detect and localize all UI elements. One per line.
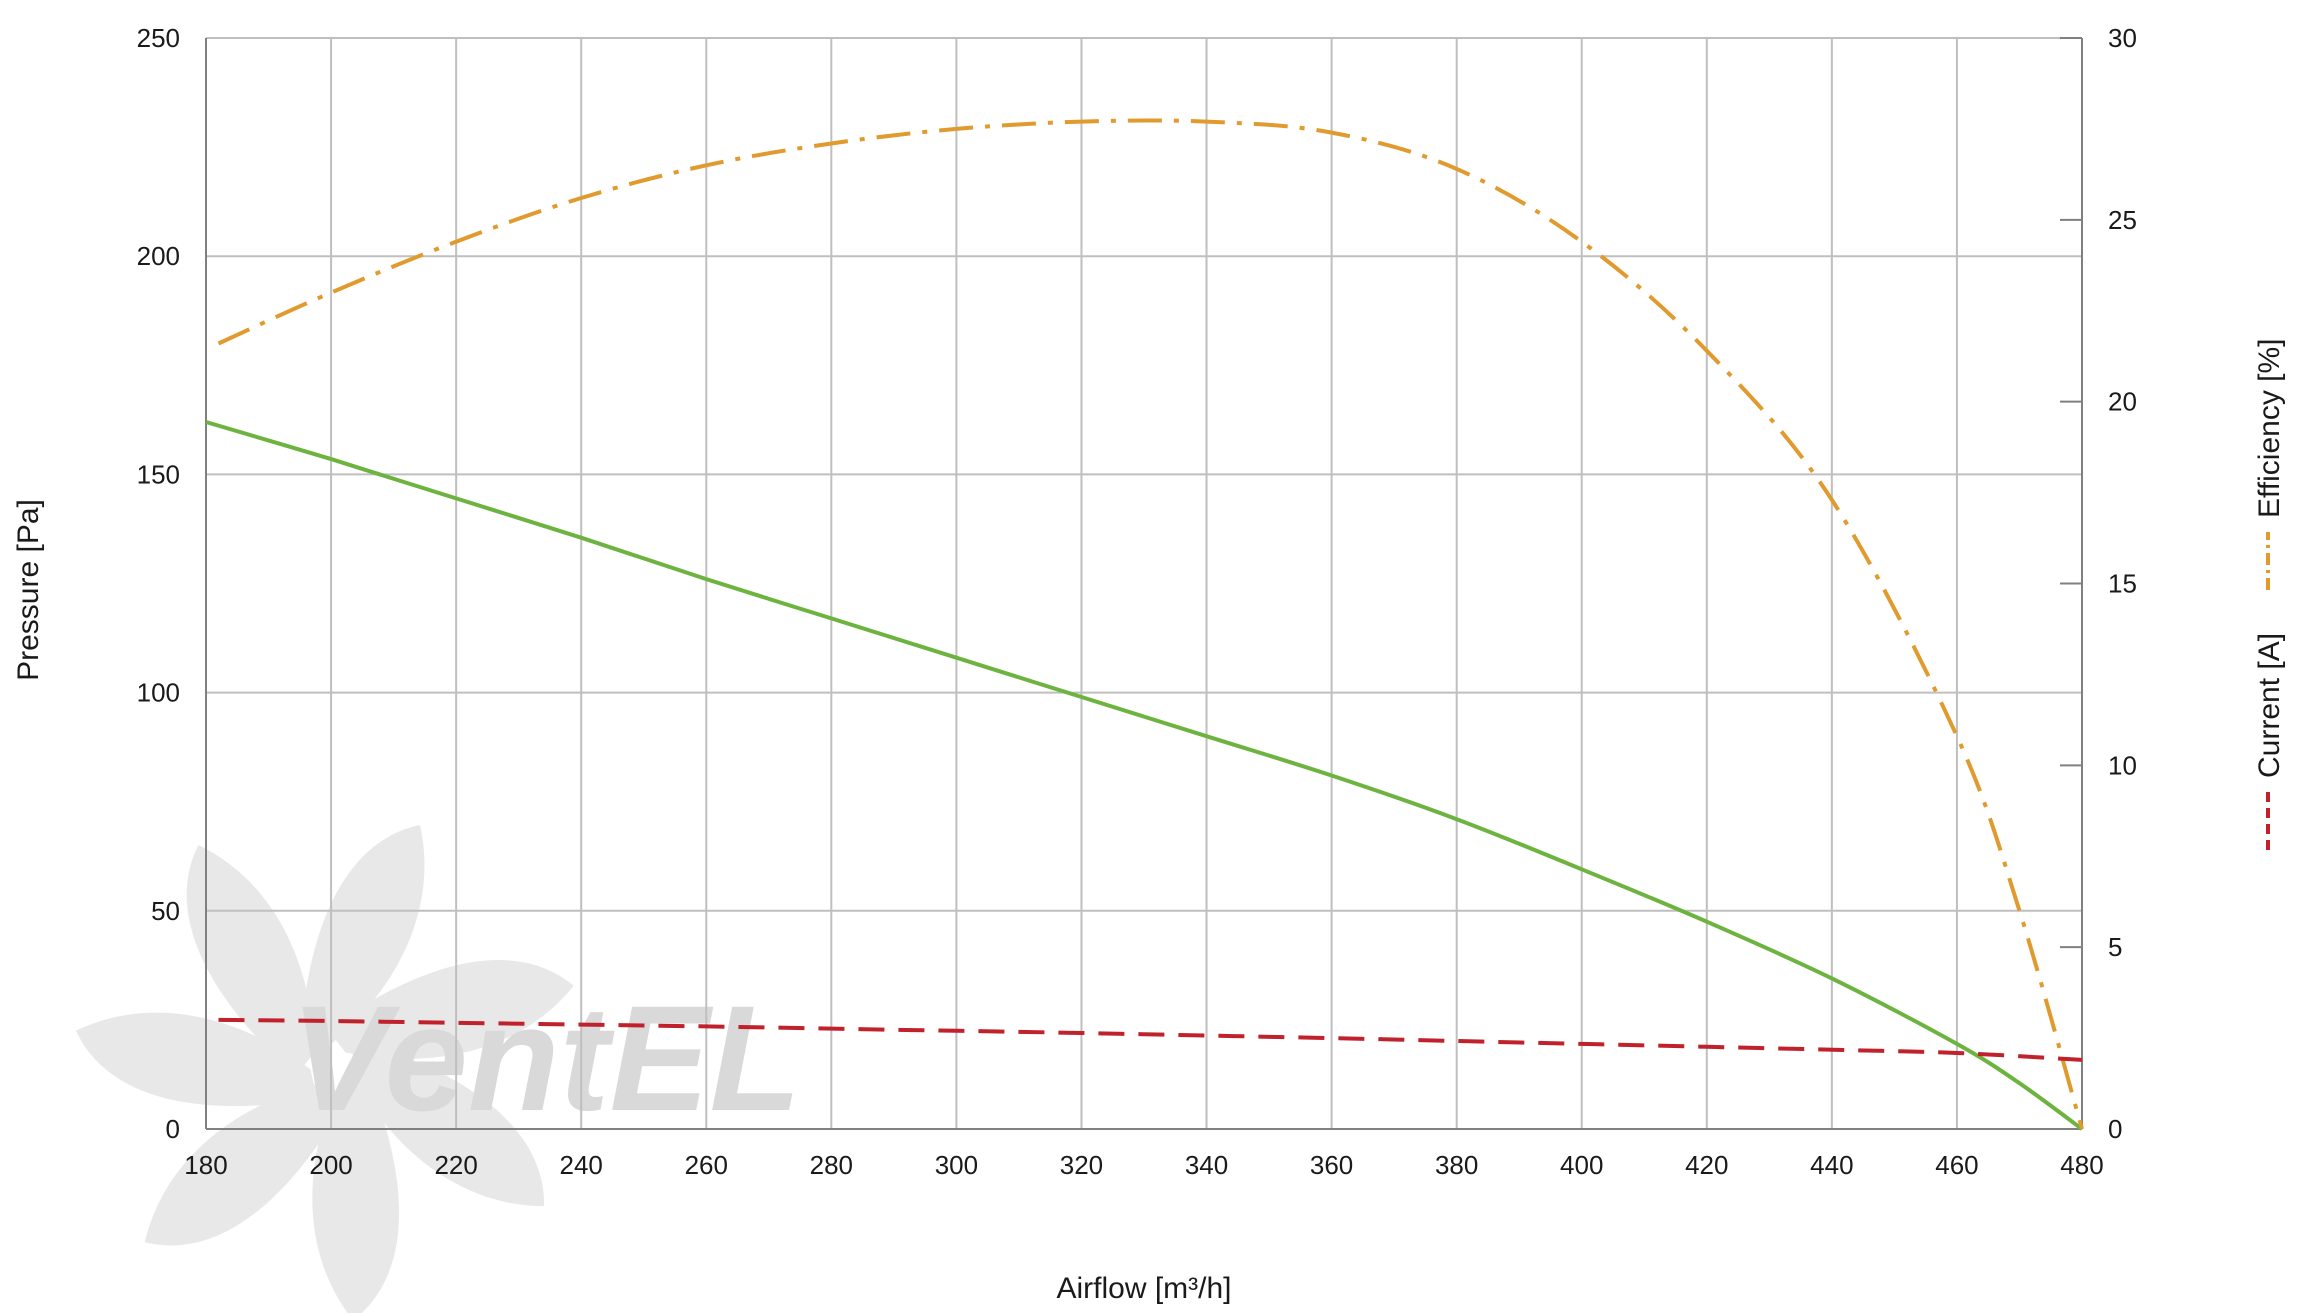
- x-tick-label: 200: [309, 1150, 352, 1180]
- x-tick-label: 300: [935, 1150, 978, 1180]
- fan-blade-watermark-icon: [75, 825, 574, 1313]
- y-tick-label: 0: [166, 1114, 180, 1144]
- legend: Efficiency [%] Current [A]: [2253, 338, 2286, 850]
- y-tick-label: 50: [151, 896, 180, 926]
- y2-axis-ticks: 0 5 10 15 20 25 30: [2060, 23, 2137, 1144]
- y2-tick-label: 5: [2108, 932, 2122, 962]
- y-tick-label: 250: [137, 23, 180, 53]
- y2-tick-label: 25: [2108, 205, 2137, 235]
- y2-tick-label: 15: [2108, 569, 2137, 599]
- fan-blade-shape: [326, 960, 574, 1059]
- fan-blade-shape: [144, 1083, 349, 1246]
- x-tick-label: 260: [685, 1150, 728, 1180]
- x-axis-title: Airflow [m³/h]: [1056, 1272, 1231, 1305]
- x-tick-label: 280: [810, 1150, 853, 1180]
- y2-tick-label: 0: [2108, 1114, 2122, 1144]
- x-tick-label: 240: [560, 1150, 603, 1180]
- y-axis-title: Pressure [Pa]: [12, 499, 45, 681]
- x-tick-label: 480: [2060, 1150, 2103, 1180]
- y2-tick-label: 20: [2108, 387, 2137, 417]
- series-line-efficiency: [217, 118, 2084, 1130]
- x-tick-label: 380: [1435, 1150, 1478, 1180]
- series-layer: [205, 118, 2084, 1131]
- legend-label-efficiency: Efficiency [%]: [2253, 338, 2286, 518]
- fan-blade-shape: [75, 1012, 318, 1106]
- y-tick-label: 150: [137, 459, 180, 489]
- y-tick-label: 200: [137, 241, 180, 271]
- y2-tick-label: 30: [2108, 23, 2137, 53]
- legend-label-current: Current [A]: [2253, 633, 2286, 778]
- x-tick-label: 400: [1560, 1150, 1603, 1180]
- svg-text:VentEL: VentEL: [290, 974, 801, 1142]
- x-tick-label: 360: [1310, 1150, 1353, 1180]
- x-tick-label: 320: [1060, 1150, 1103, 1180]
- ventel-watermark: VentEL: [75, 825, 801, 1313]
- series-line-pressure: [205, 420, 2084, 1131]
- x-tick-label: 440: [1810, 1150, 1853, 1180]
- fan-blade-shape: [349, 1040, 544, 1207]
- fan-blade-shape: [186, 844, 315, 1076]
- x-tick-label: 180: [184, 1150, 227, 1180]
- x-tick-label: 420: [1685, 1150, 1728, 1180]
- y2-tick-label: 10: [2108, 750, 2137, 780]
- x-tick-label: 220: [434, 1150, 477, 1180]
- fan-blade-shape: [312, 1070, 400, 1313]
- x-tick-label: 340: [1185, 1150, 1228, 1180]
- y-axis-ticks: 0 50 100 150 200 250: [137, 23, 180, 1144]
- x-axis-ticks: 180 200 220 240 260 280 300 320 340 360 380 400 420 4…: [184, 1150, 2103, 1180]
- watermark-text: VentEL: [290, 974, 801, 1142]
- y-tick-label: 100: [137, 678, 180, 708]
- series-line-current: [218, 1017, 2083, 1062]
- x-tick-label: 460: [1935, 1150, 1978, 1180]
